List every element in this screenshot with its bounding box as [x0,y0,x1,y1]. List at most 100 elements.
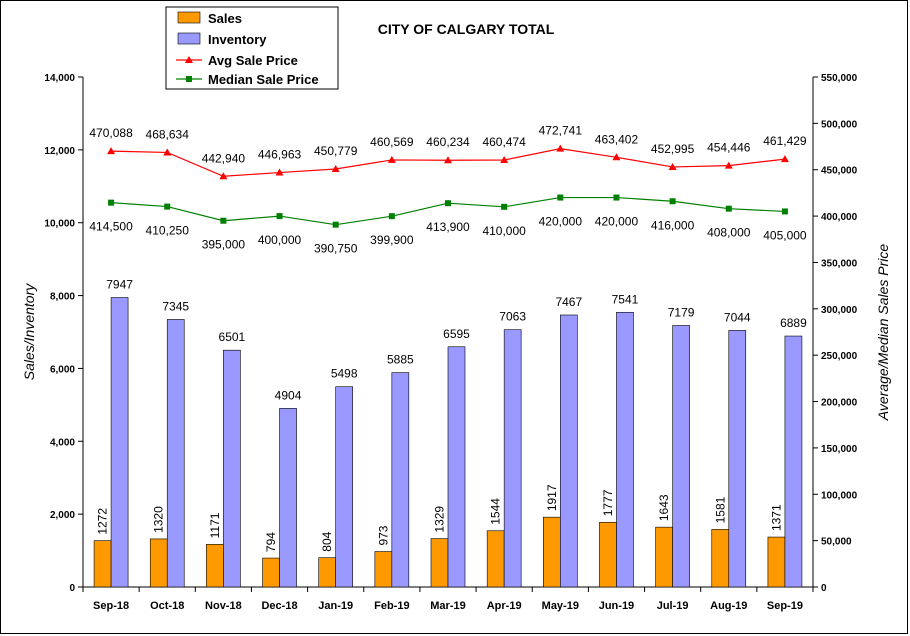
sales-data-label: 1917 [545,484,559,511]
avg-price-data-label: 463,402 [595,132,639,146]
sales-data-label: 1171 [208,512,222,538]
inventory-bar [784,335,803,588]
y-axis-label: Sales/Inventory [21,283,37,380]
sales-data-label: 1544 [489,498,503,525]
sales-data-label: 1581 [713,496,727,523]
y2-tick-label: 150,000 [821,444,858,455]
inventory-data-label: 6889 [780,316,807,330]
x-tick-label: Oct-18 [150,600,184,612]
avg-price-marker [275,168,284,176]
avg-price-data-label: 461,429 [763,134,807,148]
median-price-marker [725,205,732,212]
sales-data-label: 1329 [433,506,447,533]
median-price-marker [781,208,788,215]
median-price-marker [276,213,283,220]
inventory-data-label: 6595 [443,327,470,341]
inventory-bar [447,346,466,588]
avg-price-data-label: 454,446 [707,141,751,155]
inventory-data-label: 7345 [162,299,189,313]
median-price-data-label: 390,750 [314,242,358,256]
sales-bar [374,551,393,588]
sales-bar [486,530,505,588]
inventory-bar [560,314,578,588]
y-tick-label: 12,000 [44,146,75,157]
median-price-marker [164,203,171,210]
median-price-data-label: 410,000 [482,224,526,238]
sales-bar [149,538,168,588]
x-tick-label: Feb-19 [374,600,409,612]
legend-label-median-sale-price: Median Sale Price [208,72,319,87]
avg-price-marker [163,148,172,156]
inventory-data-label: 7063 [499,310,526,324]
bars [93,297,803,588]
avg-price-data-label: 460,234 [426,135,470,149]
inventory-bar [672,325,690,588]
legend-swatch-sales [177,11,201,24]
median-price-data-label: 410,250 [146,224,190,238]
legend-label-inventory: Inventory [208,32,267,47]
y-tick-label: 4,000 [50,437,75,448]
chart-title: CITY OF CALGARY TOTAL [378,21,555,37]
y2-tick-label: 350,000 [821,258,858,269]
inventory-data-label: 5498 [331,367,358,381]
legend: Sales Inventory Avg Sale Price Median Sale … [165,6,339,90]
sales-bar [206,544,224,588]
median-price-marker [108,199,115,206]
y2-tick-label: 400,000 [821,212,858,223]
x-tick-label: Jan-19 [318,600,353,612]
median-price-marker [388,213,395,220]
avg-price-marker [500,156,509,164]
inventory-data-label: 6501 [219,330,246,344]
x-tick-label: Mar-19 [430,600,465,612]
inventory-bar [166,319,185,588]
y2-tick-label: 500,000 [821,119,858,130]
y-tick-label: 8,000 [50,292,75,303]
median-price-data-label: 408,000 [707,226,751,240]
avg-price-marker [107,147,116,155]
median-price-marker [557,194,564,201]
sales-data-label: 1371 [769,504,783,531]
y-tick-label: 10,000 [44,219,75,230]
y2-tick-label: 550,000 [821,73,858,84]
inventory-bar [616,311,634,588]
x-tick-label: Aug-19 [710,600,747,612]
inventory-data-label: 7044 [724,310,751,324]
y2-tick-label: 300,000 [821,305,858,316]
y2-tick-label: 0 [821,583,827,594]
avg-price-data-label: 460,569 [370,135,414,149]
avg-price-marker [612,153,621,161]
avg-price-marker [724,161,733,169]
x-tick-label: Nov-18 [205,600,242,612]
legend-label-avg-sale-price: Avg Sale Price [208,53,298,68]
median-price-marker [332,221,339,228]
sales-data-label: 1777 [601,489,615,516]
median-price-marker [501,203,508,210]
legend-label-sales: Sales [208,11,242,26]
inventory-data-label: 7947 [106,278,133,292]
legend-marker-avg-sale-price [185,56,193,63]
median-price-marker [613,194,620,201]
median-price-data-label: 420,000 [539,215,583,229]
sales-bar [262,557,280,588]
y-tick-label: 14,000 [44,73,75,84]
sales-data-label: 804 [320,531,334,551]
median-price-data-label: 399,900 [370,233,414,247]
sales-bar [599,521,617,588]
inventory-bar [335,386,353,588]
median-price-data-label: 395,000 [202,238,246,252]
median-price-data-label: 416,000 [651,218,695,232]
sales-bar [655,526,673,588]
median-price-data-label: 400,000 [258,233,302,247]
median-price-marker [220,217,227,224]
inventory-data-label: 4904 [275,388,302,402]
avg-price-marker [556,144,565,152]
avg-price-marker [668,162,677,170]
sales-data-label: 1320 [152,506,166,533]
x-tick-label: Sep-18 [93,600,129,612]
x-tick-label: Apr-19 [487,600,522,612]
x-tick-label: Jun-19 [599,600,634,612]
data-labels: 1272 7947 1320 7345 1171 6501 794 4904 804 5498 97… [89,124,807,552]
inventory-data-label: 7179 [668,305,695,319]
inventory-bar [223,349,241,588]
